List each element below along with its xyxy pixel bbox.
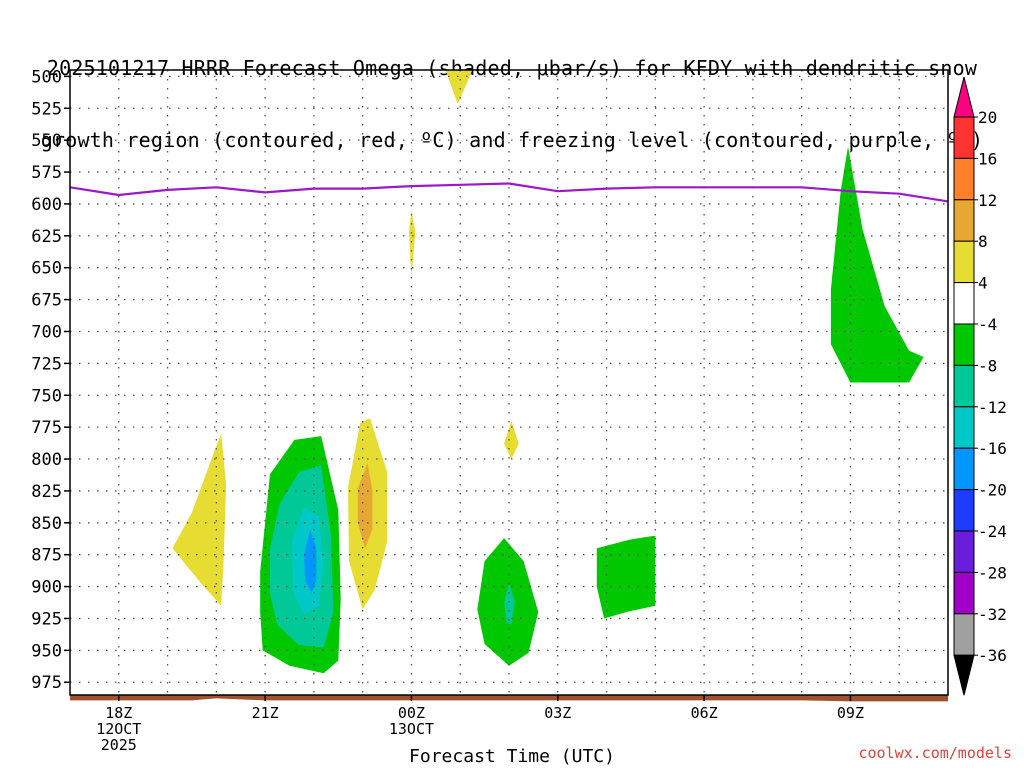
x-tick-label-0-1: 12OCT <box>96 720 141 738</box>
colorbar-label-9: -20 <box>978 481 1007 500</box>
colorbar-bin-9 <box>953 447 975 491</box>
colorbar-bin-10 <box>953 489 975 532</box>
y-tick-label-500: 500 <box>31 67 62 87</box>
x-tick-label-0-0: 18Z <box>105 704 132 722</box>
colorbar-bin-5 <box>953 282 975 325</box>
x-tick-label-12-0: 06Z <box>691 704 718 722</box>
plot-border <box>69 69 949 696</box>
y-tick-label-775: 775 <box>31 418 62 438</box>
credit-link[interactable]: coolwx.com/models <box>858 744 1012 762</box>
colorbar-label-6: -8 <box>978 356 997 375</box>
omega-region-9 <box>504 420 519 459</box>
colorbar-label-13: -36 <box>978 646 1007 665</box>
colorbar-label-4: 4 <box>978 274 988 293</box>
omega-region-7 <box>409 210 416 278</box>
omega-region-0 <box>172 433 227 606</box>
y-tick-label-950: 950 <box>31 641 62 661</box>
colorbar-bin-2 <box>953 157 975 201</box>
omega-region-6 <box>357 462 373 549</box>
y-tick-label-800: 800 <box>31 450 62 470</box>
x-tick-label-15-0: 09Z <box>837 704 864 722</box>
freezing-level-line <box>69 182 949 203</box>
y-tick-label-975: 975 <box>31 673 62 693</box>
y-tick-label-675: 675 <box>31 291 62 311</box>
colorbar-bin-13 <box>953 613 975 656</box>
plot-frame <box>69 69 949 696</box>
colorbar-label-7: -12 <box>978 398 1007 417</box>
x-tick-label-3-0: 21Z <box>252 704 279 722</box>
x-tick-label-9-0: 03Z <box>544 704 571 722</box>
omega-region-11 <box>504 582 515 625</box>
y-tick-label-625: 625 <box>31 227 62 247</box>
chart-title-line-2: growth region (contoured, red, ºC) and f… <box>40 128 984 152</box>
colorbar-label-5: -4 <box>978 315 997 334</box>
colorbar-bin-3 <box>953 199 975 242</box>
y-axis: 500 525 550 575 600 625 650 675 700 725 750 775 800 8… <box>31 67 70 693</box>
y-tick-label-600: 600 <box>31 195 62 215</box>
x-tick-label-0-2: 2025 <box>101 736 137 754</box>
colorbar-label-10: -24 <box>978 522 1007 541</box>
y-tick-label-750: 750 <box>31 386 62 406</box>
ground-surface <box>70 695 948 702</box>
omega-region-4 <box>304 529 317 593</box>
colorbar-bin-4 <box>953 240 975 284</box>
omega-region-8 <box>445 70 473 105</box>
x-tick-label-6-1: 13OCT <box>389 720 434 738</box>
colorbar-label-3: 8 <box>978 232 988 251</box>
y-tick-label-650: 650 <box>31 259 62 279</box>
x-tick-label-6-0: 00Z <box>398 704 425 722</box>
omega-region-12 <box>596 535 656 619</box>
y-tick-label-900: 900 <box>31 578 62 598</box>
colorbar-bin-11 <box>953 530 975 573</box>
y-tick-label-525: 525 <box>31 99 62 119</box>
colorbar-label-2: 12 <box>978 191 997 210</box>
omega-shading <box>172 70 924 674</box>
grid <box>70 70 948 695</box>
colorbar-label-0: 20 <box>978 108 997 127</box>
colorbar-bin-bottom <box>953 654 975 696</box>
colorbar-bin-8 <box>953 406 975 449</box>
x-axis-label: Forecast Time (UTC) <box>409 746 615 767</box>
colorbar-label-11: -28 <box>978 563 1007 582</box>
colorbar-label-12: -32 <box>978 605 1007 624</box>
colorbar-bin-7 <box>953 364 975 408</box>
y-tick-label-825: 825 <box>31 482 62 502</box>
colorbar-bin-1 <box>953 116 975 159</box>
omega-region-13 <box>830 146 924 383</box>
y-tick-label-875: 875 <box>31 546 62 566</box>
ground-terrain <box>70 695 948 702</box>
y-tick-label-725: 725 <box>31 354 62 374</box>
colorbar-bin-12 <box>953 571 975 615</box>
colorbar: 20 16 12 8 4 -4 -8 -12 -16 -20 -24 -28 -32 -36 <box>953 76 1007 696</box>
colorbar-label-8: -16 <box>978 439 1007 458</box>
y-tick-label-550: 550 <box>31 131 62 151</box>
freezing-level <box>69 182 949 203</box>
colorbar-label-1: 16 <box>978 149 997 168</box>
y-tick-label-850: 850 <box>31 514 62 534</box>
colorbar-bin-6 <box>953 323 975 366</box>
y-tick-label-700: 700 <box>31 322 62 342</box>
y-tick-label-925: 925 <box>31 609 62 629</box>
colorbar-bin-top <box>953 76 975 118</box>
y-tick-label-575: 575 <box>31 163 62 183</box>
